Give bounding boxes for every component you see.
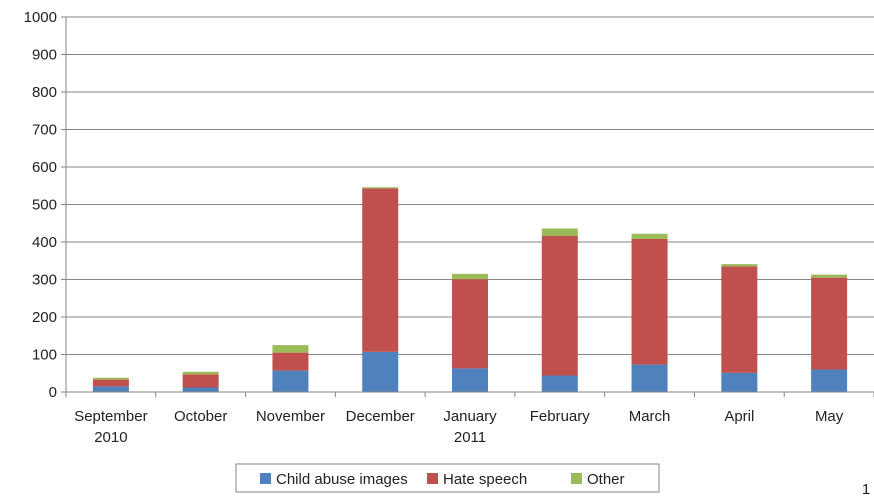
bar-segment — [811, 274, 848, 278]
y-tick-label: 0 — [49, 384, 57, 401]
bar-segment — [541, 236, 578, 376]
x-tick-label-line: September — [74, 408, 147, 425]
y-tick-label: 100 — [32, 347, 57, 364]
bar-segment — [362, 351, 399, 392]
bar-segment — [182, 387, 219, 392]
x-tick-label-line: 2010 — [94, 429, 127, 446]
bar-segment — [452, 368, 488, 392]
bar-segment — [272, 370, 309, 392]
bar-segment — [631, 364, 668, 392]
x-tick-label-line: 2011 — [454, 429, 486, 446]
legend-box — [235, 463, 660, 493]
y-tick-label: 300 — [32, 272, 57, 289]
x-tick-label-line: February — [530, 408, 591, 425]
x-tick-label-line: May — [815, 408, 844, 425]
bar-segment — [362, 188, 399, 352]
bar-segment — [92, 377, 129, 380]
bar-segment — [272, 345, 309, 353]
y-axis-ticks: 0 100 200 300 400 500 600 700 800 900 1000 — [24, 9, 57, 401]
y-tick-label: 500 — [32, 197, 57, 214]
bar-segment — [721, 372, 758, 392]
legend-label: Other — [587, 471, 625, 488]
x-tick-label: September 2010 — [74, 408, 147, 446]
x-tick-label: March — [629, 408, 671, 425]
x-axis-tick-marks — [65, 392, 874, 397]
bar-segment — [811, 277, 848, 370]
bar-segment — [811, 369, 848, 392]
x-tick-label-line: November — [256, 408, 325, 425]
bar-segment — [362, 187, 399, 189]
x-tick-label: April — [724, 408, 754, 425]
bar-segment — [541, 228, 578, 236]
x-tick-label: May — [815, 408, 844, 425]
y-tick-label: 200 — [32, 309, 57, 326]
y-tick-label: 700 — [32, 122, 57, 139]
legend-label: Child abuse images — [276, 471, 408, 488]
page-number: 1 — [862, 481, 870, 496]
x-tick-label: February — [530, 408, 591, 425]
legend-swatch — [427, 473, 438, 484]
y-tick-label: 900 — [32, 47, 57, 64]
y-tick-label: 800 — [32, 84, 57, 101]
bar-segment — [452, 279, 488, 369]
bar-segment — [631, 233, 668, 239]
bar-segment — [272, 352, 309, 371]
y-tick-label: 600 — [32, 159, 57, 176]
bar-segment — [541, 375, 578, 392]
x-tick-label-line: October — [174, 408, 227, 425]
bar-segment — [92, 386, 129, 392]
x-tick-label: November — [256, 408, 325, 425]
bar-segment — [721, 266, 758, 373]
x-tick-label-line: January — [443, 408, 497, 425]
bar-segment — [721, 264, 758, 267]
bar-segment — [182, 374, 219, 388]
legend-label: Hate speech — [443, 471, 527, 488]
x-axis-ticks: September 2010 October November December Janu… — [74, 408, 844, 446]
bar-segment — [182, 371, 219, 375]
legend-swatch — [260, 473, 271, 484]
bar-segment — [452, 273, 488, 280]
legend: Child abuse images Hate speech Other — [235, 463, 660, 493]
x-tick-label: January 2011 — [443, 408, 497, 446]
x-tick-label: October — [174, 408, 227, 425]
y-tick-label: 400 — [32, 234, 57, 251]
bar-segment — [92, 379, 129, 387]
x-tick-label-line: December — [346, 408, 415, 425]
legend-swatch — [571, 473, 582, 484]
bar-segment — [631, 239, 668, 365]
bars — [92, 187, 848, 392]
x-tick-label: December — [346, 408, 415, 425]
x-tick-label-line: March — [629, 408, 671, 425]
x-tick-label-line: April — [724, 408, 754, 425]
y-tick-label: 1000 — [24, 9, 57, 26]
